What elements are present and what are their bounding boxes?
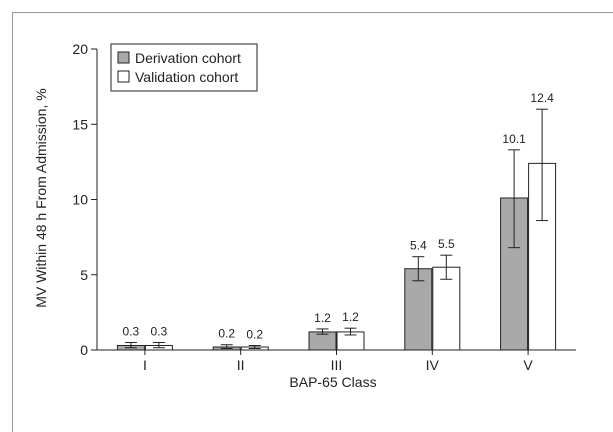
data-label: 0.2 <box>246 327 263 341</box>
x-tick-label: I <box>143 357 147 373</box>
data-label: 10.1 <box>502 132 526 146</box>
y-tick-label: 5 <box>80 267 88 283</box>
x-tick-label: III <box>331 357 343 373</box>
data-label: 1.2 <box>314 311 331 325</box>
x-tick-label: II <box>237 357 245 373</box>
bars: 0.3 0.3 0.2 0.2 1.2 1.2 5.4 5.5 10.1 12.4 <box>116 91 557 351</box>
y-tick-label: 20 <box>72 41 88 57</box>
legend-label: Validation cohort <box>135 69 238 85</box>
legend: Derivation cohort Validation cohort <box>110 43 258 92</box>
figure: 0 5 10 15 20 I II III IV V 0.3 0.3 0.2 0.2 1.2 1.2 5.4… <box>12 12 613 432</box>
legend-label: Derivation cohort <box>135 50 241 66</box>
y-tick-label: 0 <box>80 342 88 358</box>
data-label: 1.2 <box>342 310 359 324</box>
data-label: 0.3 <box>151 324 168 338</box>
legend-swatch <box>117 51 130 64</box>
legend-box <box>110 43 258 92</box>
data-label: 0.3 <box>123 324 140 338</box>
data-label: 5.4 <box>410 239 427 253</box>
data-label: 12.4 <box>530 91 554 105</box>
bar <box>432 266 461 351</box>
x-tick-label: IV <box>426 357 440 373</box>
figure-frame <box>12 12 613 432</box>
x-axis-label: BAP-65 Class <box>289 374 376 390</box>
y-axis: 0 5 10 15 20 <box>72 41 98 358</box>
y-tick-label: 10 <box>72 192 88 208</box>
y-axis-label: MV Within 48 h From Admission, % <box>33 88 49 307</box>
data-label: 0.2 <box>218 327 235 341</box>
data-label: 5.5 <box>438 237 455 251</box>
x-tick-label: V <box>523 357 533 373</box>
y-tick-label: 15 <box>72 116 88 132</box>
bar <box>404 268 433 351</box>
legend-swatch <box>117 70 130 83</box>
x-axis: I II III IV V <box>97 349 576 373</box>
